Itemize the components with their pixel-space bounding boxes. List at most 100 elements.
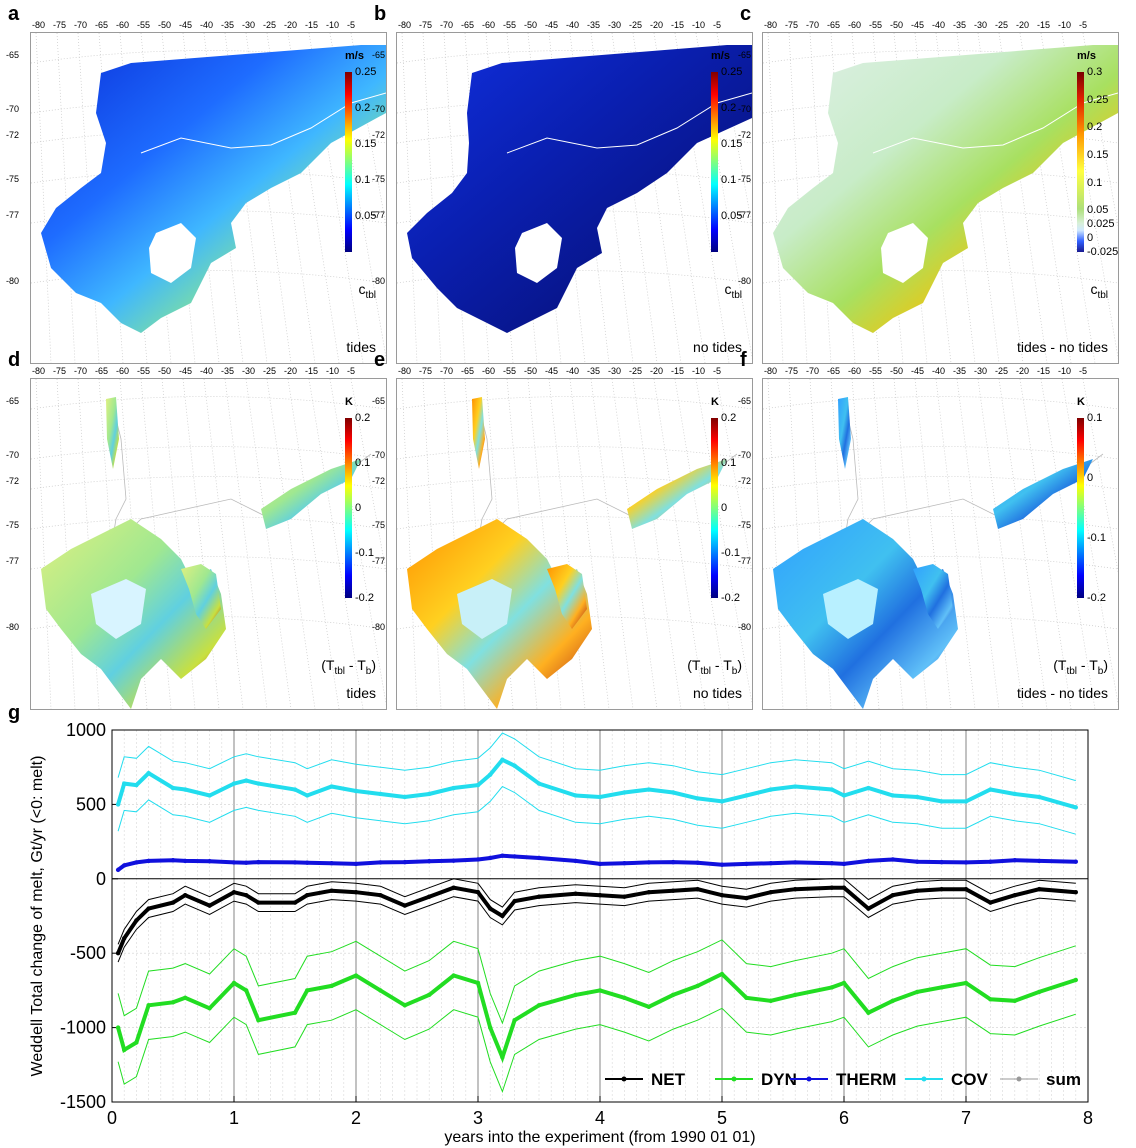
y-tick-label: 1000	[66, 720, 106, 740]
data-point-dyn	[841, 980, 847, 986]
data-point-net	[207, 903, 212, 908]
lon-tick-label: -25	[629, 366, 643, 376]
map-panel-c: ctbl tides - no tides	[762, 32, 1119, 364]
map-graphic	[397, 379, 752, 709]
lon-tick-label: -15	[671, 366, 685, 376]
lat-tick-label: -75	[6, 520, 20, 530]
lon-tick-label: -55	[869, 20, 883, 30]
data-point-net	[597, 892, 603, 898]
data-point-dyn	[183, 995, 188, 1001]
lon-tick-label: -70	[440, 20, 454, 30]
colorbar-tick-label: 0	[1087, 472, 1094, 484]
colorbar-tick-label: -0.1	[1087, 532, 1106, 544]
lat-tick-label: -72	[738, 476, 752, 486]
legend-marker-net	[621, 1076, 627, 1082]
colorbar-tick-label: 0.2	[721, 102, 737, 114]
colorbar-tick-label: 0.15	[721, 138, 743, 150]
data-point-therm	[475, 857, 481, 862]
lon-tick-label: -25	[995, 366, 1009, 376]
colorbar-tick-label: 0.15	[1087, 149, 1109, 162]
data-point-net	[488, 906, 493, 911]
data-point-cov	[866, 785, 871, 791]
data-point-cov	[793, 784, 798, 789]
lon-tick-label: -80	[32, 20, 46, 30]
data-point-cov	[451, 785, 456, 791]
data-point-dyn	[768, 998, 773, 1004]
lat-tick-label: -80	[6, 276, 20, 286]
data-point-cov	[183, 787, 188, 792]
lon-tick-label: -70	[74, 20, 88, 30]
data-point-dyn	[939, 985, 944, 990]
lon-tick-label: -65	[827, 20, 841, 30]
data-point-cov	[622, 790, 627, 795]
lon-tick-label: -20	[284, 20, 298, 30]
data-point-dyn	[1073, 977, 1079, 983]
lon-tick-label: -5	[1079, 20, 1088, 30]
data-point-net	[244, 892, 249, 898]
variable-name-2: - T	[1077, 657, 1098, 673]
lat-tick-label: -72	[372, 476, 386, 486]
data-point-therm	[183, 858, 188, 864]
lon-tick-label: -10	[1058, 366, 1072, 376]
data-point-net	[744, 895, 749, 901]
series-band-net	[117, 878, 1076, 945]
data-point-therm	[512, 854, 517, 859]
data-point-therm	[1012, 858, 1017, 863]
lon-tick-label: -75	[419, 366, 433, 376]
variable-name: c	[1090, 281, 1098, 297]
lat-tick-label: -70	[6, 104, 20, 114]
lon-tick-label: -30	[608, 366, 622, 376]
data-point-dyn	[793, 992, 798, 998]
data-point-cov	[207, 793, 212, 798]
data-point-cov	[500, 757, 505, 762]
data-point-net	[915, 888, 920, 893]
data-point-dyn	[866, 1010, 871, 1015]
colorbar	[1077, 418, 1084, 598]
variable-subscript: tbl	[1066, 665, 1078, 677]
data-point-net	[305, 892, 310, 898]
colorbar-tick-label: -0.2	[1087, 592, 1106, 604]
lon-tick-label: -55	[503, 20, 517, 30]
data-point-net	[512, 898, 517, 904]
data-point-therm	[890, 857, 895, 862]
lat-tick-label: -70	[738, 104, 752, 114]
y-tick-label: 0	[96, 869, 106, 889]
lat-tick-label: -75	[6, 174, 20, 184]
data-point-dyn	[829, 985, 834, 990]
series-line-cov	[116, 757, 1077, 810]
data-point-net	[402, 903, 407, 908]
lon-tick-label: -25	[995, 20, 1009, 30]
data-point-therm	[719, 862, 725, 867]
data-point-therm	[841, 861, 847, 867]
data-point-therm	[829, 860, 834, 866]
data-point-cov	[475, 782, 481, 788]
data-point-therm	[671, 859, 676, 865]
data-point-net	[890, 892, 895, 898]
data-point-dyn	[378, 988, 383, 993]
data-point-dyn	[695, 983, 700, 989]
lon-tick-label: -40	[566, 366, 580, 376]
data-point-cov	[890, 793, 895, 798]
colorbar-tick-label: 0.1	[355, 174, 371, 186]
x-tick-label: 1	[229, 1108, 239, 1128]
data-point-cov	[146, 770, 151, 776]
lon-tick-label: -60	[116, 20, 130, 30]
y-tick-label: -1000	[60, 1018, 106, 1038]
lat-tick-label: -65	[6, 396, 20, 406]
variable-label: (Ttbl - Tb)	[1053, 657, 1108, 677]
x-tick-label: 6	[839, 1108, 849, 1128]
data-point-cov	[329, 784, 334, 789]
map-graphic	[763, 379, 1118, 709]
panel-caption: no tides	[692, 339, 742, 355]
map-panel-f: (Ttbl - Tb) tides - no tides	[762, 378, 1119, 710]
data-point-therm	[115, 867, 121, 873]
data-point-dyn	[988, 997, 993, 1002]
lon-tick-label: -50	[524, 366, 538, 376]
colorbar-tick-label: 0	[721, 502, 728, 514]
lon-tick-label: -25	[629, 20, 643, 30]
data-point-dyn	[256, 1017, 261, 1023]
colorbar-tick-label: 0.2	[355, 412, 371, 424]
data-point-cov	[695, 796, 700, 801]
lon-tick-label: -20	[1016, 366, 1030, 376]
map-graphic	[31, 379, 386, 709]
